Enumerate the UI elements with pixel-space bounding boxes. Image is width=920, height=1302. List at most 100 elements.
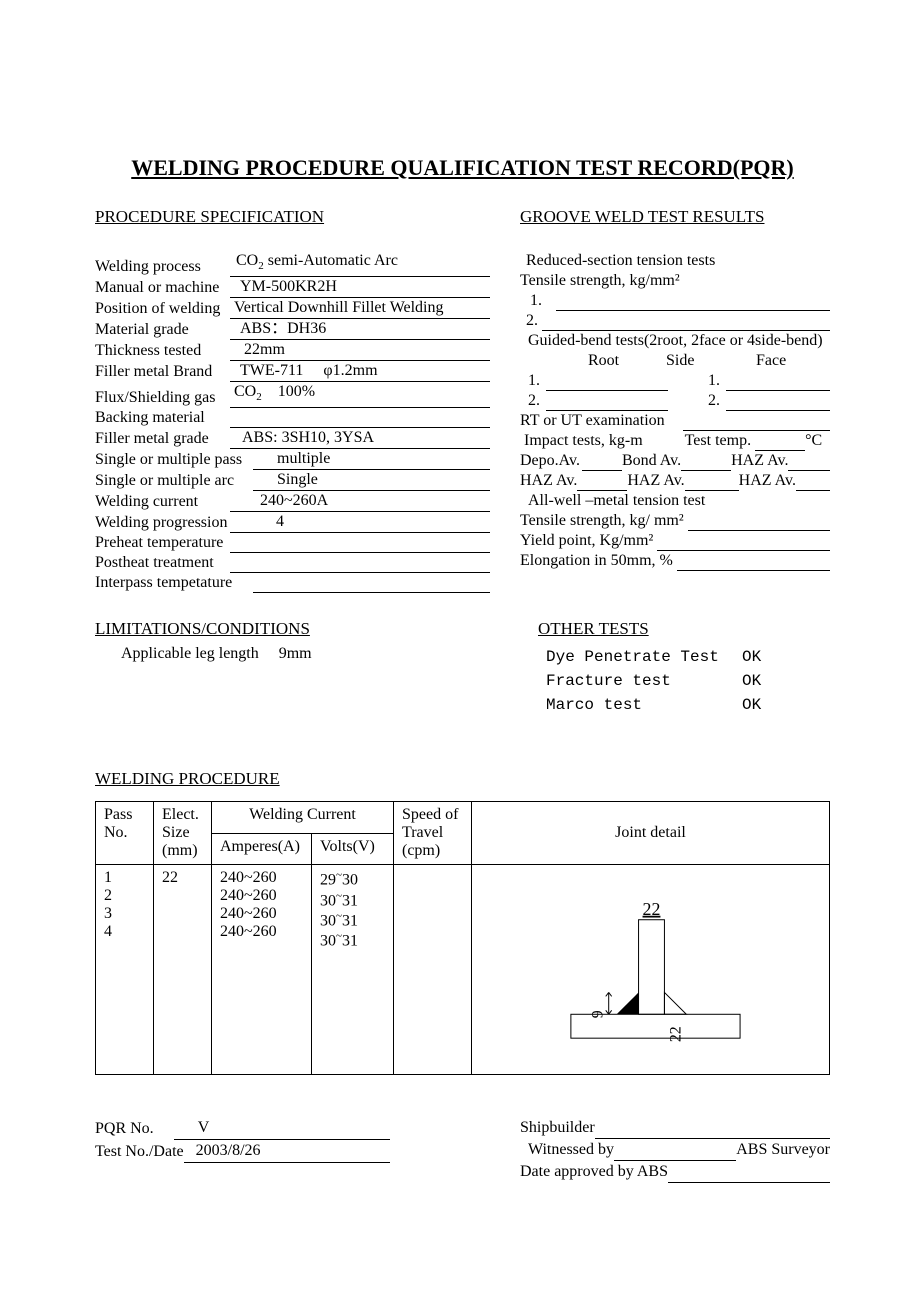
spec-label: Position of welding (95, 299, 230, 319)
spec-row: Filler metal BrandTWE-711 φ1.2mm (95, 361, 490, 382)
spec-value: 4 (230, 512, 490, 533)
spec-row: Position of weldingVertical Downhill Fil… (95, 298, 490, 319)
spec-row: Material gradeABS：DH36 (95, 319, 490, 340)
spec-label: Welding process (95, 257, 230, 277)
limits-other-block: LIMITATIONS/CONDITIONS Applicable leg le… (95, 619, 830, 717)
limitations-column: LIMITATIONS/CONDITIONS Applicable leg le… (95, 619, 490, 717)
haz-row: HAZ Av. HAZ Av. HAZ Av. (520, 471, 830, 491)
limitations-header: LIMITATIONS/CONDITIONS (95, 619, 490, 639)
depo-row: Depo.Av. Bond Av. HAZ Av. (520, 451, 830, 471)
reduced-section-label: Reduced-section tension tests (520, 251, 830, 271)
table-row: 1234 22 240~260240~260240~260240~260 29~… (96, 865, 830, 1075)
spec-row: Single or multiple passmultiple (95, 449, 490, 470)
signature-left: PQR No. V Test No./Date 2003/8/26 (95, 1117, 490, 1183)
spec-row: Postheat treatment (95, 553, 490, 573)
cell-speed (394, 865, 472, 1075)
page-title: WELDING PROCEDURE QUALIFICATION TEST REC… (95, 155, 830, 181)
spec-row: Welding progression4 (95, 512, 490, 533)
tensile-1: 1. (520, 291, 830, 311)
page: WELDING PROCEDURE QUALIFICATION TEST REC… (0, 0, 920, 1283)
guided-bend-label: Guided-bend tests(2root, 2face or 4side-… (520, 331, 830, 351)
spec-row: Backing material (95, 408, 490, 428)
spec-label: Welding progression (95, 513, 230, 533)
spec-value: multiple (253, 449, 490, 470)
spec-row: Preheat temperature (95, 533, 490, 553)
spec-value: ABS：DH36 (230, 319, 490, 340)
spec-row: Filler metal gradeABS: 3SH10, 3YSA (95, 428, 490, 449)
th-speed: Speed of Travel (cpm) (394, 802, 472, 865)
spec-label: Thickness tested (95, 341, 230, 361)
joint-label-left: 9 (590, 1011, 607, 1019)
rt-ut-row: RT or UT examination (520, 411, 830, 431)
spec-label: Single or multiple arc (95, 471, 253, 491)
procedure-spec-header: PROCEDURE SPECIFICATION (95, 207, 490, 227)
cell-amps: 240~260240~260240~260240~260 (212, 865, 312, 1075)
spec-value: YM-500KR2H (230, 277, 490, 298)
test-no-row: Test No./Date 2003/8/26 (95, 1140, 490, 1163)
th-volts: Volts(V) (312, 833, 394, 865)
spec-value (230, 555, 490, 573)
cell-joint-detail: 22 9 22 (472, 865, 830, 1075)
procedure-spec-column: PROCEDURE SPECIFICATION Welding processC… (95, 207, 490, 593)
groove-results-column: GROOVE WELD TEST RESULTS Reduced-section… (520, 207, 830, 593)
spec-value (230, 410, 490, 428)
other-tests-column: OTHER TESTS Dye Penetrate TestOKFracture… (520, 619, 830, 717)
spec-label: Single or multiple pass (95, 450, 253, 470)
tensile2-row: Tensile strength, kg/ mm² (520, 511, 830, 531)
tensile-label: Tensile strength, kg/mm² (520, 271, 830, 291)
spec-label: Preheat temperature (95, 533, 230, 553)
spec-value: 22mm (230, 340, 490, 361)
other-test-row: Marco testOK (520, 693, 830, 717)
spec-label: Postheat treatment (95, 553, 230, 573)
spec-value: ABS: 3SH10, 3YSA (230, 428, 490, 449)
joint-label-bottom: 22 (667, 1027, 684, 1043)
shipbuilder-row: Shipbuilder (520, 1117, 830, 1139)
th-pass: Pass No. (96, 802, 154, 865)
joint-label-top: 22 (643, 899, 661, 919)
spec-row: Flux/Shielding gasCO2 100% (95, 382, 490, 408)
impact-row: Impact tests, kg-m Test temp. °C (520, 431, 830, 451)
yield-row: Yield point, Kg/mm² (520, 531, 830, 551)
spec-value: CO2 100% (230, 382, 490, 408)
spec-label: Backing material (95, 408, 230, 428)
th-amps: Amperes(A) (212, 833, 312, 865)
th-joint: Joint detail (472, 802, 830, 865)
date-approved-row: Date approved by ABS (520, 1161, 830, 1183)
other-test-row: Dye Penetrate TestOK (520, 645, 830, 669)
signature-right: Shipbuilder Witnessed by ABS Surveyor Da… (520, 1117, 830, 1183)
spec-label: Filler metal Brand (95, 362, 230, 382)
spec-label: Flux/Shielding gas (95, 388, 230, 408)
spec-label: Interpass tempetature (95, 573, 253, 593)
joint-diagram: 22 9 22 (472, 865, 829, 1074)
welding-procedure-table: Pass No. Elect. Size (mm) Welding Curren… (95, 801, 830, 1075)
pqr-no-row: PQR No. V (95, 1117, 490, 1140)
spec-value (253, 575, 490, 593)
top-two-columns: PROCEDURE SPECIFICATION Welding processC… (95, 207, 830, 593)
spec-row: Manual or machineYM-500KR2H (95, 277, 490, 298)
limitations-line: Applicable leg length 9mm (95, 645, 490, 663)
spec-value (230, 535, 490, 553)
cell-elect: 22 (154, 865, 212, 1075)
groove-results-header: GROOVE WELD TEST RESULTS (520, 207, 830, 227)
table-row: Pass No. Elect. Size (mm) Welding Curren… (96, 802, 830, 834)
other-tests-list: Dye Penetrate TestOKFracture testOKMarco… (520, 645, 830, 717)
spec-row: Thickness tested22mm (95, 340, 490, 361)
cell-volts: 29~3030~3130~3130~31 (312, 865, 394, 1075)
spec-value: Single (253, 470, 490, 491)
spec-value: TWE-711 φ1.2mm (230, 361, 490, 382)
spec-row: Single or multiple arcSingle (95, 470, 490, 491)
spec-label: Filler metal grade (95, 429, 230, 449)
guided-row-1: 1. 1. (520, 371, 830, 391)
spec-row: Welding processCO2 semi-Automatic Arc (95, 251, 490, 277)
guided-bend-headers: Root Side Face (520, 351, 830, 371)
spec-row: Interpass tempetature (95, 573, 490, 593)
spec-label: Manual or machine (95, 278, 230, 298)
spec-label: Material grade (95, 320, 230, 340)
spec-rows: Welding processCO2 semi-Automatic ArcMan… (95, 251, 490, 593)
signature-block: PQR No. V Test No./Date 2003/8/26 Shipbu… (95, 1117, 830, 1183)
elong-row: Elongation in 50mm, % (520, 551, 830, 571)
other-test-row: Fracture testOK (520, 669, 830, 693)
spec-value: CO2 semi-Automatic Arc (230, 251, 490, 277)
th-current: Welding Current (212, 802, 394, 834)
th-elect: Elect. Size (mm) (154, 802, 212, 865)
